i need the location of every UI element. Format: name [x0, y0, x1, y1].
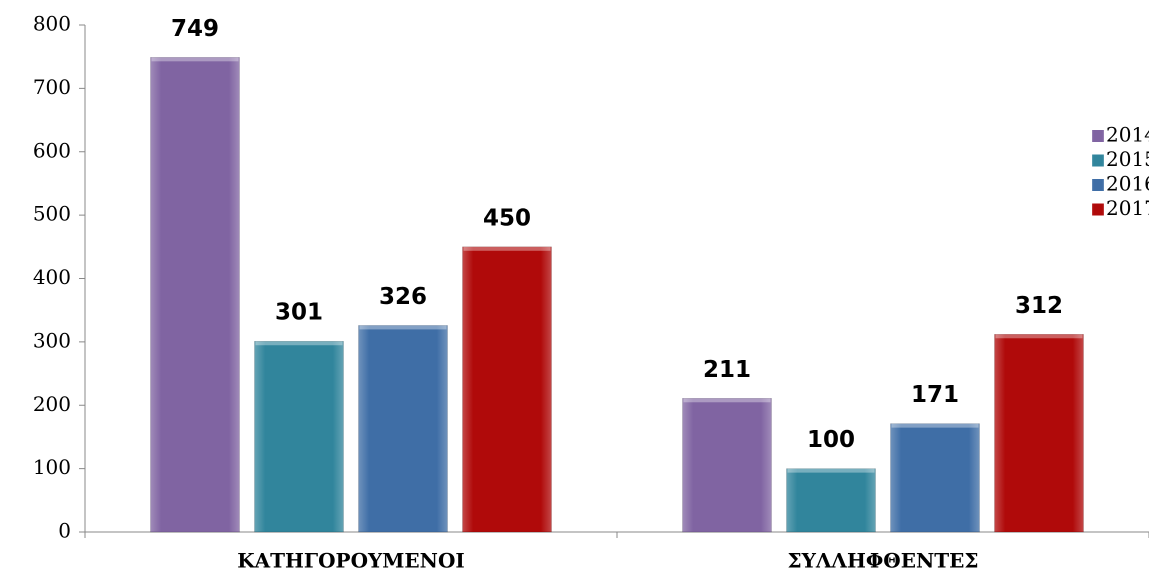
y-tick-label: 500	[33, 202, 71, 226]
bar-highlight	[891, 423, 979, 428]
bar-highlight	[995, 334, 1083, 339]
legend-swatch	[1092, 154, 1104, 167]
bar	[682, 398, 772, 533]
bar-highlight	[683, 398, 771, 403]
x-tick-label: ΣΥΛΛΗΦΘΕΝΤΕΣ	[788, 549, 979, 573]
legend-label: 2014	[1106, 123, 1149, 147]
x-tick-label: ΚΑΤΗΓΟΡΟΥΜΕΝΟΙ	[237, 549, 464, 573]
y-tick-label: 200	[33, 392, 71, 416]
legend-swatch	[1092, 130, 1104, 142]
y-tick-label: 700	[33, 75, 71, 99]
y-tick-label: 400	[33, 265, 71, 289]
bar	[786, 468, 876, 533]
data-label: 312	[1015, 293, 1063, 319]
legend-swatch	[1092, 179, 1104, 191]
legend-swatch	[1092, 203, 1104, 216]
bar-highlight	[463, 246, 551, 251]
legend-label: 2015	[1106, 147, 1149, 171]
data-label: 450	[483, 205, 531, 231]
bar	[994, 334, 1084, 533]
bar-highlight	[359, 325, 447, 330]
bar-highlight	[151, 57, 239, 62]
data-label: 100	[807, 427, 855, 453]
bar	[254, 340, 344, 533]
bar-highlight	[255, 341, 343, 346]
legend-label: 2017	[1106, 196, 1149, 220]
bar-highlight	[787, 468, 875, 473]
y-tick-label: 300	[33, 328, 71, 352]
data-label: 301	[275, 300, 323, 326]
y-tick-label: 100	[33, 455, 71, 479]
y-tick-label: 600	[33, 138, 71, 162]
legend-label: 2016	[1106, 172, 1149, 196]
bar	[150, 57, 240, 533]
y-tick-label: 0	[58, 519, 71, 543]
bar	[890, 423, 980, 533]
data-label: 326	[379, 284, 427, 310]
bar	[462, 246, 552, 533]
data-label: 749	[171, 16, 219, 42]
y-tick-label: 800	[33, 12, 71, 36]
bar	[358, 325, 448, 533]
data-label: 171	[911, 382, 959, 408]
data-label: 211	[703, 357, 751, 383]
